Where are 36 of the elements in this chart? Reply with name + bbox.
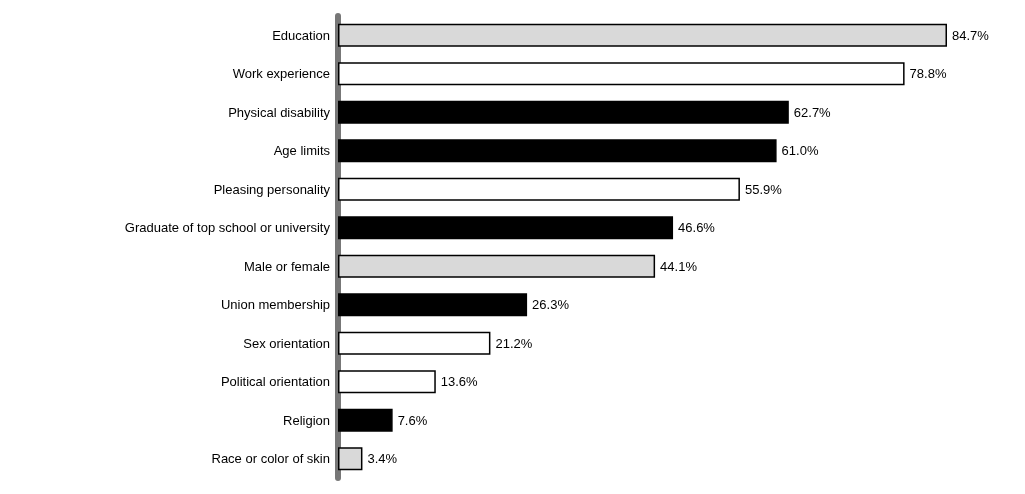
y-tick-label: Graduate of top school or university — [124, 220, 331, 236]
data-label: 62.7% — [793, 104, 832, 120]
bar — [338, 447, 363, 471]
y-tick-label: Union membership — [220, 297, 330, 313]
bar — [338, 62, 905, 86]
y-tick-label: Physical disability — [228, 104, 331, 120]
data-label: 55.9% — [744, 181, 783, 197]
data-label: 61.0% — [781, 143, 819, 159]
y-tick-label: Political orientation — [220, 374, 330, 390]
bar — [338, 293, 528, 317]
y-tick-label: Age limits — [273, 143, 331, 159]
data-label: 21.2% — [495, 335, 533, 351]
bar — [338, 216, 674, 240]
bar — [338, 254, 656, 278]
y-tick-label: Religion — [283, 412, 330, 428]
bar — [338, 139, 777, 163]
y-tick-label: Male or female — [244, 258, 330, 274]
y-tick-label: Race or color of skin — [211, 451, 330, 467]
data-label: 13.6% — [440, 374, 479, 390]
data-label: 26.3% — [532, 297, 570, 313]
y-tick-label: Sex orientation — [243, 335, 330, 351]
y-tick-label: Pleasing personality — [213, 181, 331, 197]
bar — [338, 177, 740, 201]
data-label: 46.6% — [678, 220, 716, 236]
data-label: 3.4% — [367, 451, 398, 467]
data-label: 84.7% — [952, 27, 990, 43]
data-label: 7.6% — [397, 412, 428, 428]
data-label: 44.1% — [660, 258, 698, 274]
bar — [338, 331, 491, 355]
y-tick-label: Work experience — [232, 66, 330, 82]
bar — [338, 370, 436, 394]
bar — [338, 100, 789, 124]
bar — [338, 23, 947, 47]
y-tick-label: Education — [272, 27, 330, 43]
bar — [338, 408, 393, 432]
data-label: 78.8% — [909, 66, 947, 82]
